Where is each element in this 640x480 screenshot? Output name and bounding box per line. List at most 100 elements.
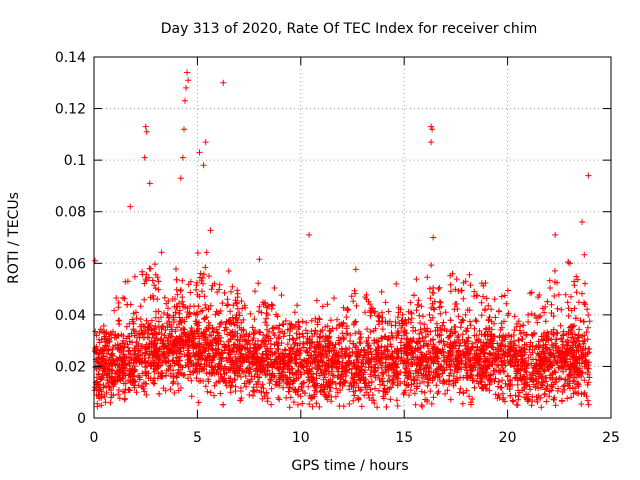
data-point xyxy=(501,368,508,375)
data-point xyxy=(113,295,120,301)
data-point xyxy=(387,396,394,403)
data-point xyxy=(340,304,347,311)
data-point xyxy=(488,377,495,383)
data-point xyxy=(207,302,214,309)
data-point xyxy=(388,329,395,336)
data-point xyxy=(378,288,385,295)
data-point xyxy=(203,249,210,256)
data-point xyxy=(462,311,469,318)
data-point xyxy=(271,341,278,348)
data-point xyxy=(580,318,587,325)
data-point xyxy=(456,389,463,396)
data-point xyxy=(456,343,463,349)
data-point xyxy=(478,299,485,306)
data-point xyxy=(551,293,558,299)
data-point xyxy=(208,341,214,348)
data-point xyxy=(176,307,183,314)
data-point xyxy=(107,399,114,406)
data-point xyxy=(149,277,156,284)
x-tick-label: 5 xyxy=(193,430,202,446)
data-point xyxy=(378,343,385,350)
data-point xyxy=(300,333,307,340)
data-point xyxy=(246,391,253,398)
data-point xyxy=(192,318,199,325)
data-point xyxy=(394,330,401,337)
data-point xyxy=(538,404,545,411)
data-point xyxy=(488,306,495,313)
data-point xyxy=(467,282,474,289)
data-point xyxy=(256,256,263,263)
data-point xyxy=(137,316,144,323)
data-point xyxy=(430,234,437,241)
data-point xyxy=(374,313,381,320)
data-point xyxy=(460,295,467,302)
data-point xyxy=(372,325,379,332)
data-point xyxy=(179,154,186,161)
data-point xyxy=(436,298,443,305)
data-point xyxy=(347,338,353,344)
data-point xyxy=(344,367,350,374)
data-point xyxy=(262,319,269,326)
data-point xyxy=(352,330,359,337)
data-point xyxy=(498,384,505,391)
data-point xyxy=(571,322,578,329)
data-point xyxy=(383,404,390,410)
data-point xyxy=(359,363,366,370)
data-point xyxy=(433,320,440,327)
data-point xyxy=(197,363,203,370)
data-point xyxy=(324,396,331,403)
data-point xyxy=(151,282,158,289)
data-point xyxy=(568,293,574,300)
data-point xyxy=(501,292,508,299)
data-point xyxy=(280,384,287,391)
data-point xyxy=(220,401,227,408)
data-point xyxy=(411,292,417,299)
data-point xyxy=(564,299,571,306)
data-point xyxy=(503,300,510,307)
data-point xyxy=(202,139,209,146)
data-point xyxy=(109,367,116,374)
data-point xyxy=(139,370,146,377)
data-point xyxy=(184,69,191,76)
data-point xyxy=(274,345,281,352)
data-point xyxy=(554,305,561,312)
data-point xyxy=(534,350,541,357)
data-point xyxy=(548,301,555,308)
data-point xyxy=(202,383,209,390)
data-point xyxy=(393,280,400,287)
data-point xyxy=(544,298,551,305)
data-point xyxy=(232,353,239,360)
data-point xyxy=(375,338,382,345)
data-point xyxy=(455,313,462,320)
data-point xyxy=(518,366,525,372)
data-point xyxy=(520,322,527,329)
data-point xyxy=(357,340,364,347)
x-tick-label: 20 xyxy=(499,430,517,446)
data-point xyxy=(577,317,584,324)
data-point xyxy=(148,317,155,324)
data-point xyxy=(531,312,538,319)
data-point xyxy=(544,345,551,352)
data-point xyxy=(291,309,298,316)
data-point xyxy=(414,346,421,353)
data-point xyxy=(419,334,426,341)
data-point xyxy=(208,286,215,293)
data-point xyxy=(108,387,114,394)
data-point xyxy=(584,306,591,313)
data-point xyxy=(200,280,206,287)
data-point xyxy=(560,331,567,338)
data-point xyxy=(116,321,123,328)
data-point xyxy=(393,397,400,404)
data-point xyxy=(346,386,353,393)
data-point xyxy=(565,305,572,312)
data-point xyxy=(558,397,565,404)
data-point xyxy=(263,322,270,329)
data-point xyxy=(355,395,362,402)
data-point xyxy=(141,296,148,303)
data-point xyxy=(542,318,549,325)
data-point xyxy=(255,280,262,287)
data-point xyxy=(111,307,118,314)
data-point xyxy=(290,399,297,406)
data-point xyxy=(522,368,529,375)
data-point xyxy=(544,382,551,389)
